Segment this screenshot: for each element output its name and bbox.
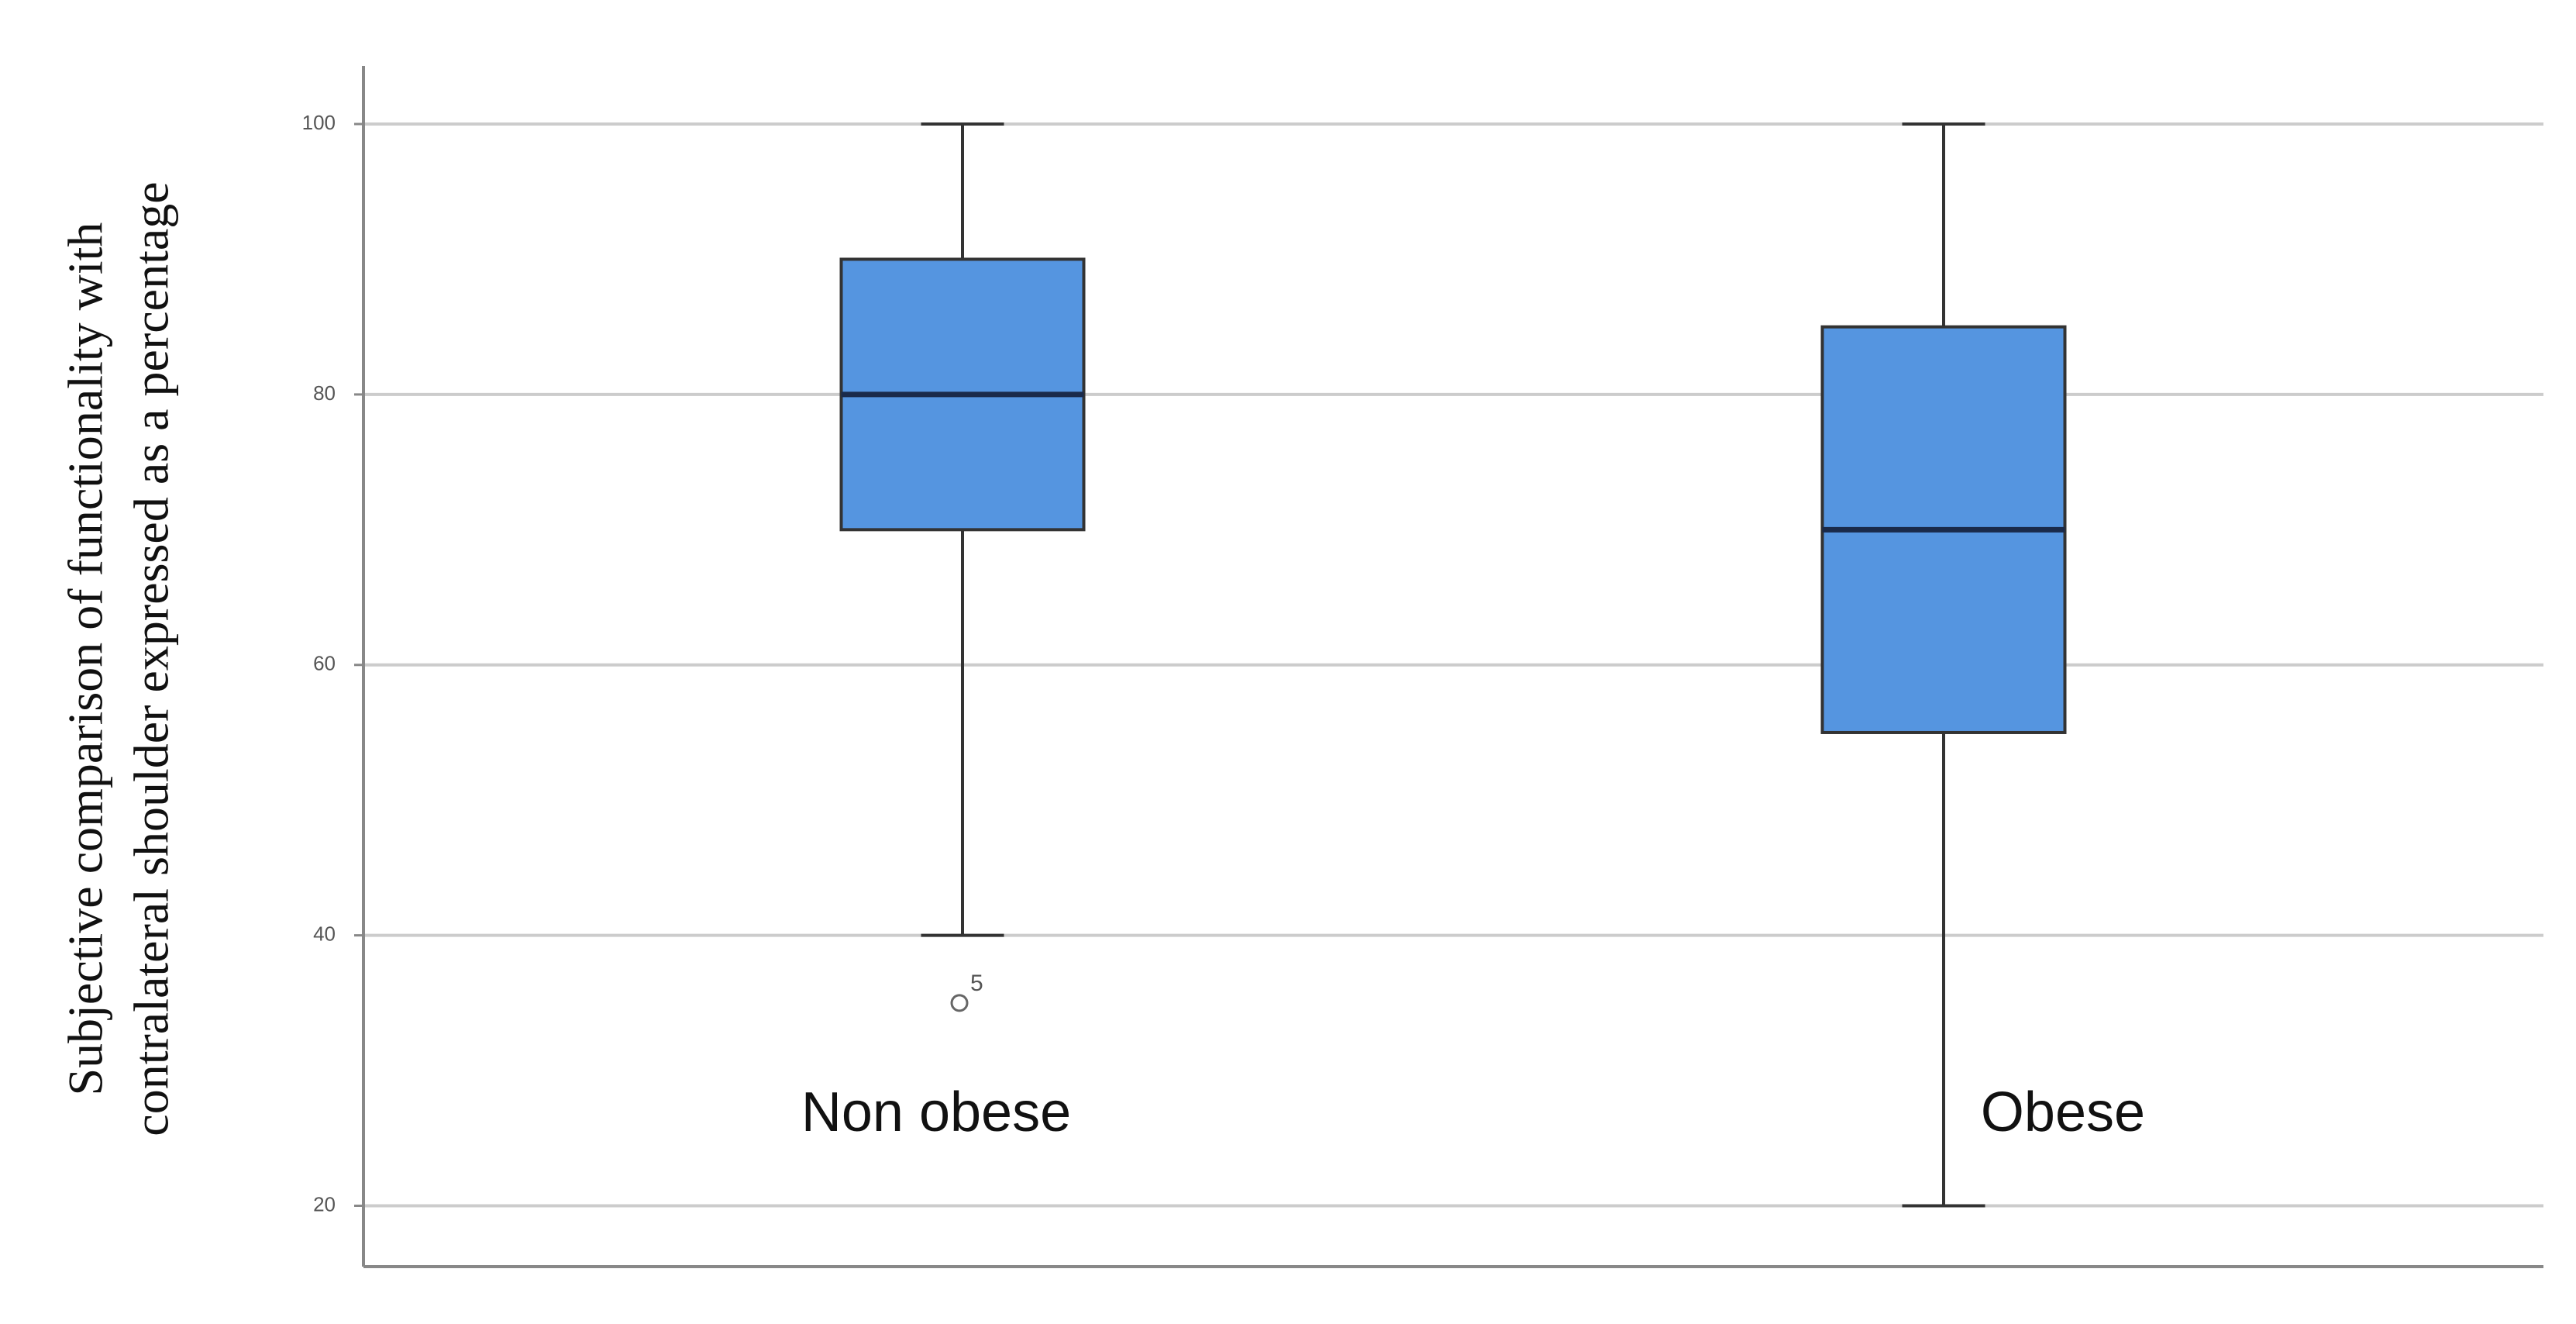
- y-tick-label: 80: [313, 381, 336, 405]
- outlier: [950, 994, 969, 1012]
- y-axis-label: Subjective comparison of functionality w…: [58, 222, 113, 1096]
- category-label: Obese: [1981, 1081, 2145, 1143]
- category-label: Non obese: [801, 1081, 1071, 1143]
- y-tick-label: 20: [313, 1192, 336, 1215]
- y-tick-label: 60: [313, 652, 336, 675]
- outlier-label: 5: [970, 971, 983, 996]
- y-tick-label: 40: [313, 922, 336, 946]
- y-tick-label: 100: [302, 111, 336, 134]
- y-axis-label: contralateral shoulder expressed as a pe…: [124, 181, 179, 1136]
